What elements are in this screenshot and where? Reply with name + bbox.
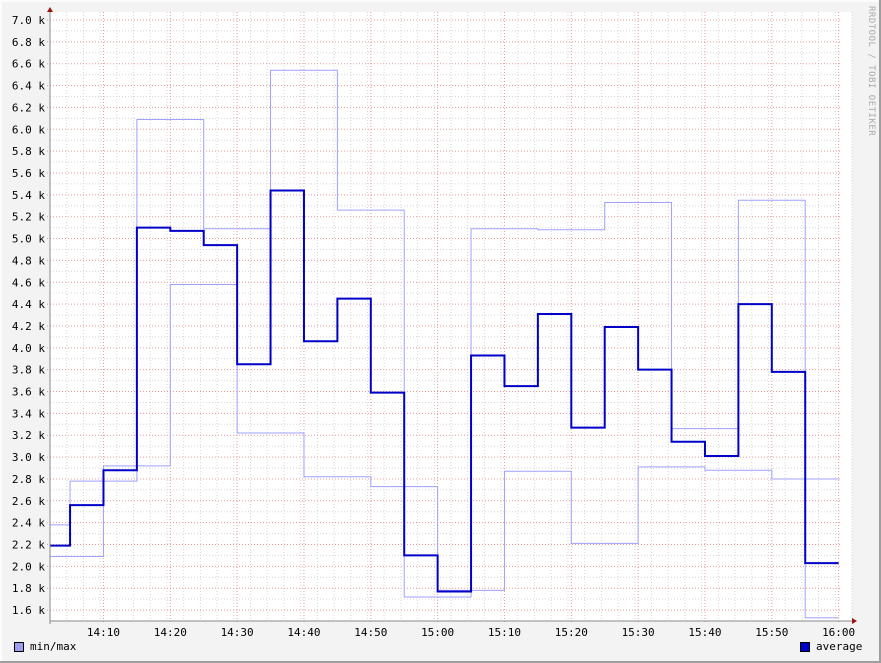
x-tick-label: 14:10 <box>87 626 120 639</box>
x-tick-label: 15:10 <box>488 626 521 639</box>
y-tick-label: 1.8 k <box>12 582 45 595</box>
x-tick-label: 16:00 <box>822 626 855 639</box>
y-tick-label: 5.4 k <box>12 189 45 202</box>
legend-label-average: average <box>816 640 863 653</box>
y-axis-arrow <box>47 7 53 12</box>
y-tick-label: 2.8 k <box>12 473 45 486</box>
y-tick-label: 3.8 k <box>12 364 45 377</box>
legend-item-minmax: min/max <box>14 640 76 653</box>
legend-swatch-minmax <box>14 641 24 652</box>
frame-left <box>0 0 2 663</box>
y-tick-label: 4.4 k <box>12 298 45 311</box>
series <box>50 69 839 619</box>
y-tick-label: 3.2 k <box>12 429 45 442</box>
y-tick-label: 2.2 k <box>12 539 45 552</box>
grid <box>47 12 853 624</box>
axes <box>47 7 857 624</box>
x-tick-label: 14:20 <box>154 626 187 639</box>
y-tick-label: 6.2 k <box>12 101 45 114</box>
y-tick-label: 4.8 k <box>12 254 45 267</box>
y-tick-label: 6.4 k <box>12 80 45 93</box>
x-tick-label: 15:50 <box>755 626 788 639</box>
frame-top <box>0 0 881 2</box>
y-tick-label: 4.0 k <box>12 342 45 355</box>
y-tick-label: 5.6 k <box>12 167 45 180</box>
legend-item-average: average <box>800 640 862 653</box>
y-tick-label: 5.8 k <box>12 145 45 158</box>
x-axis-arrow <box>852 618 857 624</box>
x-tick-label: 14:30 <box>221 626 254 639</box>
y-tick-label: 3.0 k <box>12 451 45 464</box>
frame-right <box>879 0 881 663</box>
y-tick-label: 4.2 k <box>12 320 45 333</box>
y-tick-label: 3.4 k <box>12 407 45 420</box>
y-tick-label: 7.0 k <box>12 14 45 27</box>
y-tick-label: 6.6 k <box>12 58 45 71</box>
y-tick-label: 2.6 k <box>12 495 45 508</box>
x-tick-label: 15:40 <box>688 626 721 639</box>
y-tick-label: 1.6 k <box>12 604 45 617</box>
y-tick-label: 2.4 k <box>12 517 45 530</box>
x-tick-label: 15:00 <box>421 626 454 639</box>
series-line-max <box>50 69 839 619</box>
x-tick-label: 15:30 <box>622 626 655 639</box>
legend-swatch-average <box>800 641 810 652</box>
y-tick-label: 6.8 k <box>12 36 45 49</box>
frame-bottom <box>0 661 881 663</box>
y-tick-label: 5.0 k <box>12 233 45 246</box>
series-line-average <box>50 189 839 593</box>
legend-label-minmax: min/max <box>30 640 77 653</box>
series-line-min <box>50 283 839 591</box>
x-tick-label: 14:40 <box>287 626 320 639</box>
tick-labels: 1.6 k 1.8 k 2.0 k 2.2 k 2.4 k 2.6 k 2.8 k 3.0 k… <box>12 14 855 639</box>
y-tick-label: 2.0 k <box>12 560 45 573</box>
watermark: RRDTOOL / TOBI OETIKER <box>866 6 876 137</box>
y-tick-label: 3.6 k <box>12 386 45 399</box>
x-tick-label: 14:50 <box>354 626 387 639</box>
x-tick-label: 15:20 <box>555 626 588 639</box>
y-tick-label: 4.6 k <box>12 276 45 289</box>
y-tick-label: 6.0 k <box>12 123 45 136</box>
y-tick-label: 5.2 k <box>12 211 45 224</box>
